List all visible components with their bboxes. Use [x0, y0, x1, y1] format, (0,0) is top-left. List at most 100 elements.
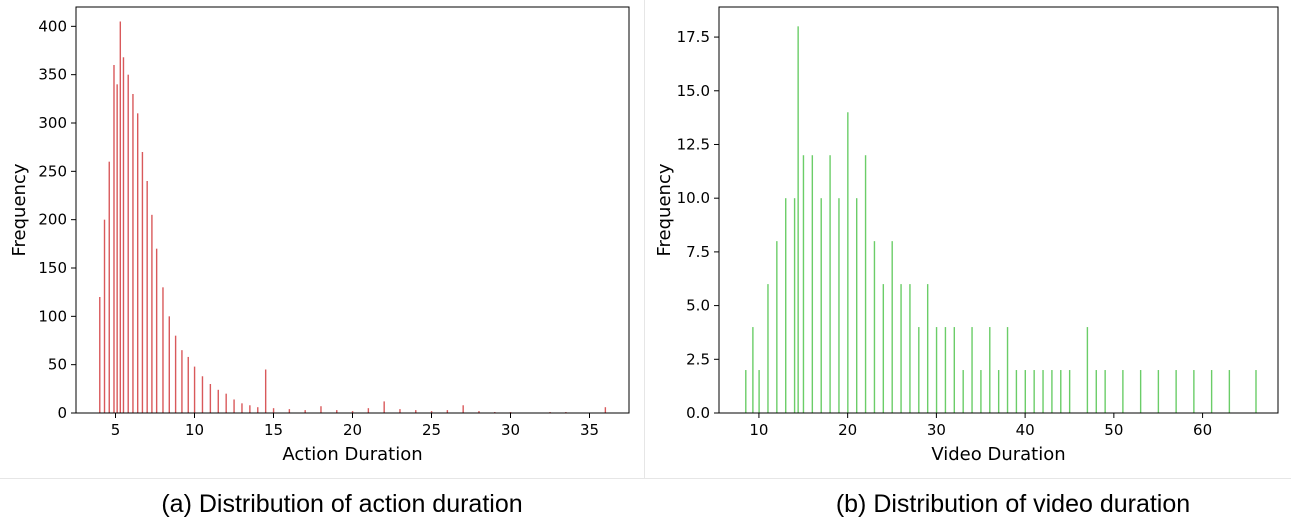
- video-bar-36: [1051, 370, 1053, 413]
- video-bar-49: [1255, 370, 1257, 413]
- action-xtick-label-1: 10: [185, 421, 204, 439]
- action-ytick-label-8: 400: [38, 17, 67, 35]
- action-bar-29: [272, 408, 275, 413]
- video-bar-3: [767, 284, 769, 413]
- action-ytick-label-5: 250: [38, 162, 67, 180]
- video-bar-47: [1210, 370, 1213, 413]
- panel-video-duration: 10 20 30 40 50 60 0.0 2.5 5.0 7.5 10.0 12.5 15.0 17.5…: [645, 0, 1291, 479]
- video-bar-37: [1060, 370, 1062, 413]
- video-bar-19: [900, 284, 902, 413]
- video-bar-0: [745, 370, 747, 413]
- video-bar-32: [1015, 370, 1018, 413]
- action-bar-5: [119, 21, 122, 413]
- video-bar-24: [944, 327, 947, 413]
- video-bar-14: [856, 198, 858, 413]
- video-bar-20: [909, 284, 911, 413]
- video-ytick-label-7: 17.5: [677, 28, 710, 46]
- action-bar-42: [478, 411, 480, 413]
- video-xtick-label-4: 50: [1104, 421, 1123, 439]
- video-bar-46: [1193, 370, 1195, 413]
- video-bar-15: [864, 155, 867, 413]
- action-xtick-label-3: 20: [343, 421, 362, 439]
- action-bar-10: [141, 152, 144, 413]
- video-bar-42: [1122, 370, 1124, 413]
- action-bar-26: [249, 405, 251, 413]
- action-ytick-label-2: 100: [38, 307, 67, 325]
- video-ytick-label-1: 2.5: [686, 350, 710, 368]
- video-bar-12: [838, 198, 840, 413]
- video-bar-33: [1024, 370, 1026, 413]
- video-bar-11: [829, 155, 831, 413]
- action-bar-14: [162, 287, 164, 413]
- video-bar-18: [891, 241, 893, 413]
- action-bar-8: [132, 94, 134, 413]
- video-ytick-label-0: 0.0: [686, 404, 710, 422]
- video-bar-44: [1157, 370, 1160, 413]
- action-bar-38: [415, 410, 417, 413]
- action-bar-39: [430, 411, 433, 413]
- action-bar-30: [288, 409, 291, 413]
- video-bar-8: [802, 155, 805, 413]
- video-plot-frame: [718, 6, 1279, 414]
- video-bar-13: [847, 112, 849, 413]
- video-bar-34: [1033, 370, 1035, 413]
- action-ytick-label-3: 150: [38, 259, 67, 277]
- action-xtick-label-4: 25: [422, 421, 441, 439]
- video-bar-45: [1175, 370, 1177, 413]
- video-bar-25: [953, 327, 955, 413]
- action-bar-27: [257, 407, 259, 413]
- action-bar-1: [103, 219, 106, 413]
- action-xtick-label-0: 5: [111, 421, 121, 439]
- action-ytick-label-6: 300: [38, 114, 67, 132]
- action-bar-13: [155, 248, 158, 413]
- action-bar-34: [351, 411, 354, 413]
- action-bar-19: [193, 366, 196, 413]
- action-bar-33: [336, 410, 338, 413]
- action-bar-36: [383, 401, 385, 413]
- action-ytick-label-7: 350: [38, 66, 67, 84]
- video-bar-26: [962, 370, 964, 413]
- action-bar-23: [225, 393, 227, 413]
- video-bar-21: [918, 327, 920, 413]
- action-ylabel: Frequency: [9, 163, 30, 256]
- video-bar-22: [926, 284, 929, 413]
- video-bar-16: [873, 241, 876, 413]
- video-bar-27: [971, 327, 973, 413]
- action-plot-frame: [75, 6, 630, 414]
- action-bar-11: [146, 181, 148, 413]
- action-bar-7: [127, 74, 129, 414]
- caption-action-duration: (a) Distribution of action duration: [161, 490, 523, 518]
- video-bar-2: [758, 370, 760, 413]
- action-bar-6: [122, 57, 125, 414]
- action-bar-35: [367, 408, 370, 413]
- video-xtick-label-5: 60: [1193, 421, 1212, 439]
- video-bar-5: [785, 198, 787, 413]
- action-bar-31: [304, 410, 306, 413]
- action-bar-2: [108, 161, 110, 413]
- video-bar-48: [1228, 370, 1231, 413]
- action-bar-37: [399, 409, 401, 413]
- video-bar-17: [882, 284, 885, 413]
- video-duration-histogram: 10 20 30 40 50 60 0.0 2.5 5.0 7.5 10.0 12.5 15.0 17.5…: [654, 6, 1279, 465]
- video-bar-28: [980, 370, 982, 413]
- video-ytick-label-3: 7.5: [686, 243, 710, 261]
- action-xtick-label-2: 15: [264, 421, 283, 439]
- video-bar-31: [1006, 327, 1009, 413]
- action-bar-16: [174, 335, 177, 413]
- video-xtick-label-3: 40: [1016, 421, 1035, 439]
- video-bar-39: [1086, 327, 1089, 413]
- action-xlabel: Action Duration: [282, 444, 422, 465]
- action-xtick-label-6: 35: [580, 421, 599, 439]
- action-ytick-label-0: 0: [57, 404, 67, 422]
- video-bar-7: [797, 26, 799, 414]
- action-ytick-label-1: 50: [48, 356, 67, 374]
- caption-video-duration: (b) Distribution of video duration: [835, 490, 1191, 518]
- action-bar-41: [462, 405, 464, 413]
- action-bar-47: [604, 407, 607, 413]
- action-bar-24: [233, 399, 235, 413]
- action-bar-21: [209, 384, 212, 413]
- action-bar-3: [113, 65, 115, 413]
- video-bar-41: [1104, 370, 1106, 413]
- action-bar-15: [168, 316, 170, 413]
- action-bar-20: [201, 376, 204, 413]
